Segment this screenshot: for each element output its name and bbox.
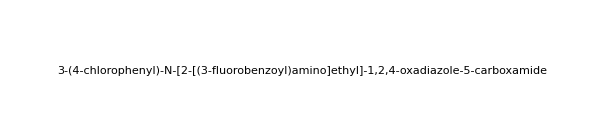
Text: 3-(4-chlorophenyl)-N-[2-[(3-fluorobenzoyl)amino]ethyl]-1,2,4-oxadiazole-5-carbox: 3-(4-chlorophenyl)-N-[2-[(3-fluorobenzoy… (57, 66, 548, 76)
